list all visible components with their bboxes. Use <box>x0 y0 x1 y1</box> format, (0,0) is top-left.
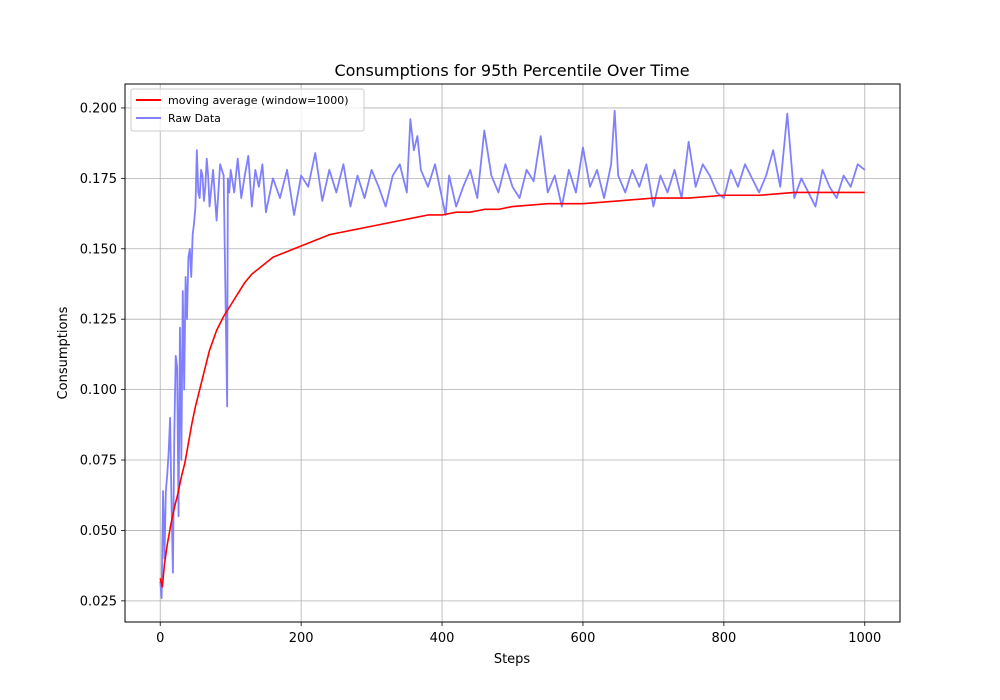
legend-box <box>130 88 365 132</box>
x-tick-label: 200 <box>289 631 314 646</box>
y-tick-label: 0.125 <box>80 313 117 328</box>
x-tick-label: 800 <box>711 631 736 646</box>
chart-title: Consumptions for 95th Percentile Over Ti… <box>334 61 689 80</box>
y-axis: 0.025 0.050 0.075 0.100 0.125 0.150 0.175 0.200 <box>80 101 125 609</box>
x-tick-label: 0 <box>156 631 164 646</box>
y-tick-label: 0.025 <box>80 594 117 609</box>
legend-label-raw-data: Raw Data <box>168 112 221 125</box>
x-tick-label: 400 <box>430 631 455 646</box>
series-layer <box>159 109 866 599</box>
plot-frame <box>124 83 901 623</box>
x-axis: 0 200 400 600 800 1000 <box>156 622 881 646</box>
y-axis-label: Consumptions <box>56 306 71 399</box>
legend: moving average (window=1000) Raw Data <box>130 88 365 132</box>
legend-label-moving-average: moving average (window=1000) <box>168 94 349 107</box>
y-tick-label: 0.100 <box>80 383 117 398</box>
series-moving-average-line <box>159 191 865 588</box>
x-tick-label: 1000 <box>848 631 881 646</box>
y-tick-label: 0.175 <box>80 172 117 187</box>
x-tick-label: 600 <box>571 631 596 646</box>
x-axis-label: Steps <box>494 652 531 667</box>
series-raw-data-line <box>159 109 866 599</box>
y-tick-label: 0.075 <box>80 454 117 469</box>
grid <box>125 84 900 622</box>
y-tick-label: 0.050 <box>80 524 117 539</box>
y-tick-label: 0.200 <box>80 101 117 116</box>
y-tick-label: 0.150 <box>80 242 117 257</box>
